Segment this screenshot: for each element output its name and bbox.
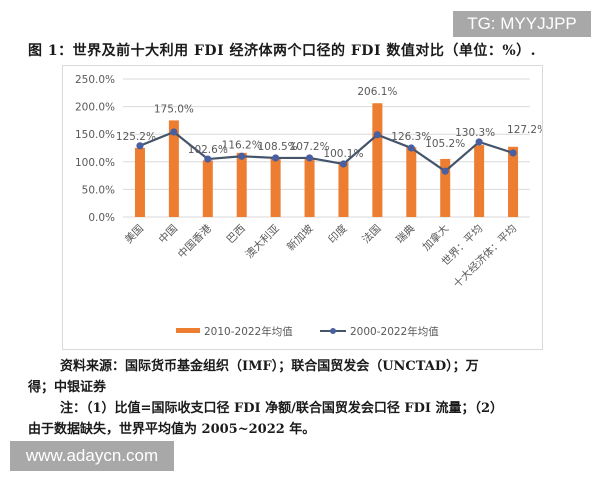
source-line-1: 资料来源：国际货币基金组织（IMF）；联合国贸发会（UNCTAD）；万 <box>60 359 479 374</box>
bar <box>508 146 519 217</box>
line-marker <box>204 155 212 163</box>
x-tick-label: 十大经济体：平均 <box>451 222 520 291</box>
line-marker <box>373 131 381 139</box>
x-tick-label: 澳大利亚 <box>243 222 282 261</box>
data-labels: 125.2% 175.0% 102.6%116.2%108.5%107.2%100.… <box>116 86 547 160</box>
x-tick-label: 新加坡 <box>284 222 316 254</box>
bar-series <box>134 103 519 217</box>
bar <box>406 147 417 217</box>
data-label: 127.2% <box>507 124 542 136</box>
line-marker <box>407 144 415 152</box>
bar <box>270 157 281 217</box>
line-marker <box>272 154 280 162</box>
data-label: 116.2% <box>222 139 262 151</box>
bar <box>236 152 247 217</box>
x-tick-label: 瑞典 <box>393 222 417 246</box>
line-marker <box>441 167 449 175</box>
legend-label-line: 2000-2022年均值 <box>350 325 439 338</box>
data-label: 130.3% <box>455 127 495 139</box>
y-tick-label: 200.0% <box>75 102 115 114</box>
y-tick-label: 100.0% <box>75 157 115 169</box>
note-line-1: 注：（1）比值=国际收支口径 FDI 净额/联合国贸发会口径 FDI 流量；（2… <box>60 401 504 416</box>
y-tick-label: 250.0% <box>75 74 115 86</box>
x-tick-label: 中国香港 <box>175 222 214 261</box>
data-label: 206.1% <box>357 86 397 98</box>
line-marker <box>170 128 178 136</box>
x-tick-label: 加拿大 <box>420 222 452 254</box>
data-label: 108.5% <box>258 141 298 153</box>
x-tick-label: 巴西 <box>224 223 247 246</box>
legend-label-bar: 2010-2022年均值 <box>204 325 293 338</box>
data-label: 125.2% <box>116 131 156 143</box>
line-marker <box>509 149 517 157</box>
line-marker <box>305 154 314 162</box>
x-tick-label: 美国 <box>122 222 146 246</box>
legend-marker <box>330 328 336 334</box>
line-marker <box>136 142 144 150</box>
data-label: 105.2% <box>425 138 465 150</box>
data-label: 126.3% <box>391 131 431 143</box>
legend-bar-swatch <box>176 328 200 333</box>
x-tick-label: 中国 <box>156 222 180 246</box>
y-tick-label: 0.0% <box>88 212 115 224</box>
data-label: 175.0% <box>154 103 194 115</box>
line-marker <box>475 138 483 146</box>
data-label: 100.1% <box>323 148 363 160</box>
bar <box>134 147 145 217</box>
combo-chart: 0.0% 50.0% 100.0% 150.0% 200.0% 250.0% 125.2%… <box>75 74 547 338</box>
line-marker <box>339 160 348 168</box>
chart-frame: 0.0% 50.0% 100.0% 150.0% 200.0% 250.0% 125.2%… <box>62 65 547 350</box>
y-axis-labels: 0.0% 50.0% 100.0% 150.0% 200.0% 250.0% <box>75 74 115 224</box>
line-marker <box>238 152 246 160</box>
bar <box>168 120 179 217</box>
bar <box>372 103 383 217</box>
legend: 2010-2022年均值 2000-2022年均值 <box>176 325 439 338</box>
bar <box>304 157 315 217</box>
figure-title: 图 1：世界及前十大利用 FDI 经济体两个口径的 FDI 数值对比（单位：%）… <box>28 43 537 59</box>
data-label: 107.2% <box>290 141 330 153</box>
source-line-2: 得；中银证券 <box>28 380 107 395</box>
bar <box>338 161 349 217</box>
y-tick-label: 150.0% <box>75 129 115 141</box>
x-tick-label: 印度 <box>326 222 350 246</box>
line-path <box>139 130 514 173</box>
x-tick-label: 法国 <box>359 222 383 246</box>
y-tick-label: 50.0% <box>82 184 115 196</box>
watermark-bottom: www.adaycn.com <box>10 441 174 471</box>
watermark-top: TG: MYYJJPP <box>453 11 591 37</box>
data-label: 102.6% <box>188 144 228 156</box>
bar <box>440 158 451 217</box>
bar <box>202 160 213 217</box>
line-series <box>136 128 517 175</box>
note-line-2: 由于数据缺失，世界平均值为 2005~2022 年。 <box>28 422 316 437</box>
bar <box>474 145 485 217</box>
